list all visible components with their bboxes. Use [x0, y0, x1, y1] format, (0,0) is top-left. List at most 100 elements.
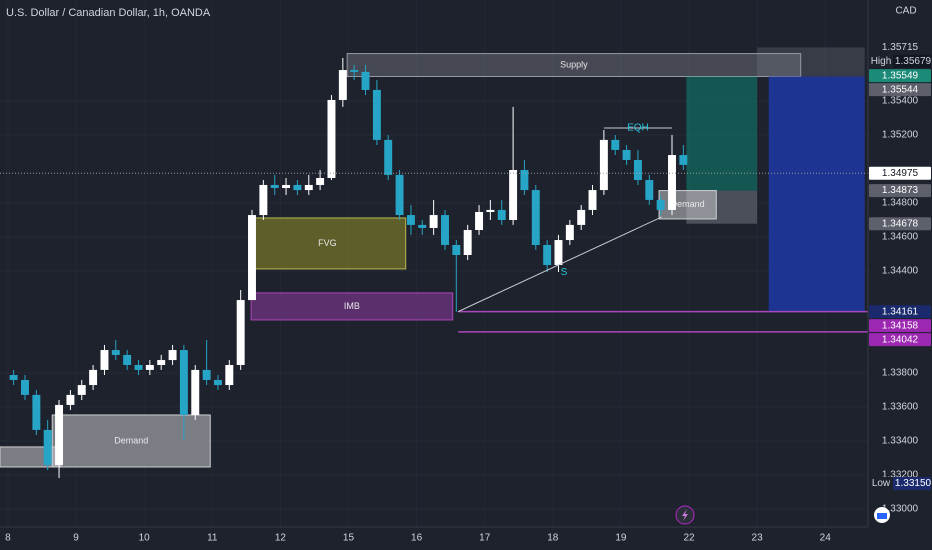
- candle-body: [213, 379, 222, 386]
- price-tag-name: High: [871, 56, 892, 67]
- price-tag: 1.34975: [882, 168, 919, 179]
- currency: CAD: [895, 6, 916, 17]
- events-bolt: [682, 509, 688, 521]
- x-tick-label: 12: [275, 533, 287, 544]
- candle-body: [225, 364, 234, 386]
- candle-body: [145, 364, 154, 370]
- candle-body: [361, 71, 370, 90]
- chart-title: U.S. Dollar / Canadian Dollar, 1h, OANDA: [6, 7, 211, 19]
- candle-body: [520, 170, 529, 191]
- candle-body: [293, 184, 302, 191]
- price-tag: 1.34873: [882, 185, 919, 196]
- candle-body: [55, 404, 64, 465]
- y-tick-label: 1.33600: [882, 402, 919, 413]
- candle-body: [43, 429, 52, 465]
- candle-body: [316, 177, 325, 185]
- zones: Supply FVG IMB Demand Demand: [0, 47, 865, 468]
- candle-body: [236, 300, 245, 365]
- candle-body: [622, 149, 631, 160]
- events-icon[interactable]: [675, 505, 695, 525]
- candle-body: [248, 215, 256, 301]
- candle-body: [123, 354, 132, 365]
- overlay: S EQH: [0, 123, 868, 333]
- x-tick-label: 15: [343, 533, 355, 544]
- price-tag-bg: [869, 217, 931, 231]
- candle-body: [77, 385, 86, 395]
- candle-body: [645, 180, 654, 200]
- candle-body: [270, 184, 279, 189]
- price-tag-name-box: [869, 54, 893, 68]
- price-tag-bg: [869, 69, 931, 83]
- x-tick-label: 17: [479, 533, 491, 544]
- candle-body: [497, 209, 506, 220]
- trend-line: [457, 216, 662, 313]
- price-tag: 1.35544: [882, 84, 919, 95]
- y-tick-label: 1.34800: [882, 198, 919, 209]
- y-tick-label: 1.34600: [882, 232, 919, 243]
- candle-body: [531, 190, 540, 245]
- segment-label: S: [561, 267, 568, 278]
- price-tag: 1.34678: [882, 218, 919, 229]
- price-tag: 1.35715: [882, 42, 919, 53]
- y-tick-label: 1.33200: [882, 470, 919, 481]
- price-tag-bg: [869, 166, 931, 180]
- candle-body: [452, 244, 461, 255]
- price-tag: 1.34158: [882, 320, 919, 331]
- candle-body: [599, 139, 608, 191]
- segment-label: EQH: [627, 123, 649, 134]
- candle-body: [588, 190, 597, 210]
- price-tag: 1.35549: [882, 70, 919, 81]
- price-tag-bg: [869, 305, 931, 319]
- candle-body: [463, 230, 472, 255]
- x-tick-label: 9: [73, 533, 79, 544]
- axes: 1.35400 1.35200 1.34800 1.34600 1.34400 1.338…: [5, 42, 931, 544]
- y-tick-label: 1.34400: [882, 266, 919, 277]
- candle-body: [611, 139, 620, 150]
- candle-body: [66, 394, 75, 405]
- price-tag-name: Low: [872, 478, 891, 489]
- logo: [874, 507, 890, 523]
- x-tick-label: 19: [615, 533, 627, 544]
- candle-body: [134, 364, 143, 370]
- x-tick-label: 10: [139, 533, 151, 544]
- candle-body: [406, 215, 415, 225]
- price-tag-bg: [869, 333, 931, 347]
- candle-body: [259, 184, 268, 216]
- zone-label: FVG: [318, 238, 337, 248]
- x-tick-label: 16: [411, 533, 423, 544]
- zone: [0, 446, 62, 468]
- candle-body: [32, 394, 41, 430]
- zone: [250, 292, 454, 321]
- x-tick-label: 24: [820, 533, 832, 544]
- candle-body: [384, 139, 393, 175]
- zone: [768, 76, 865, 312]
- candle-body: [429, 215, 438, 228]
- candle-body: [338, 70, 347, 100]
- candle-body: [157, 360, 166, 365]
- x-tick-label: 8: [5, 533, 11, 544]
- candle-body: [168, 350, 177, 361]
- price-tag: 1.34161: [882, 306, 919, 317]
- candle-body: [100, 350, 109, 370]
- x-tick-label: 22: [683, 533, 695, 544]
- x-tick-label: 11: [207, 533, 218, 544]
- candle-body: [111, 350, 120, 355]
- zone-label: IMB: [344, 301, 360, 311]
- candle-body: [633, 159, 642, 181]
- x-tick-label: 18: [547, 533, 559, 544]
- y-tick-label: 1.35200: [882, 130, 919, 141]
- candle-body: [656, 199, 665, 210]
- candle-body: [191, 369, 200, 415]
- price-tag-name-box: [869, 476, 893, 490]
- candle-body: [441, 215, 449, 245]
- y-tick-label: 1.33800: [882, 368, 919, 379]
- candle-body: [21, 379, 29, 395]
- x-tick-label: 23: [752, 533, 764, 544]
- price-tag: 1.34042: [882, 334, 919, 345]
- price-tag-bg: [869, 319, 931, 333]
- candle-body: [475, 211, 484, 231]
- zone-label: Demand: [671, 199, 705, 209]
- candle-body: [202, 369, 211, 380]
- candle-body: [350, 70, 359, 72]
